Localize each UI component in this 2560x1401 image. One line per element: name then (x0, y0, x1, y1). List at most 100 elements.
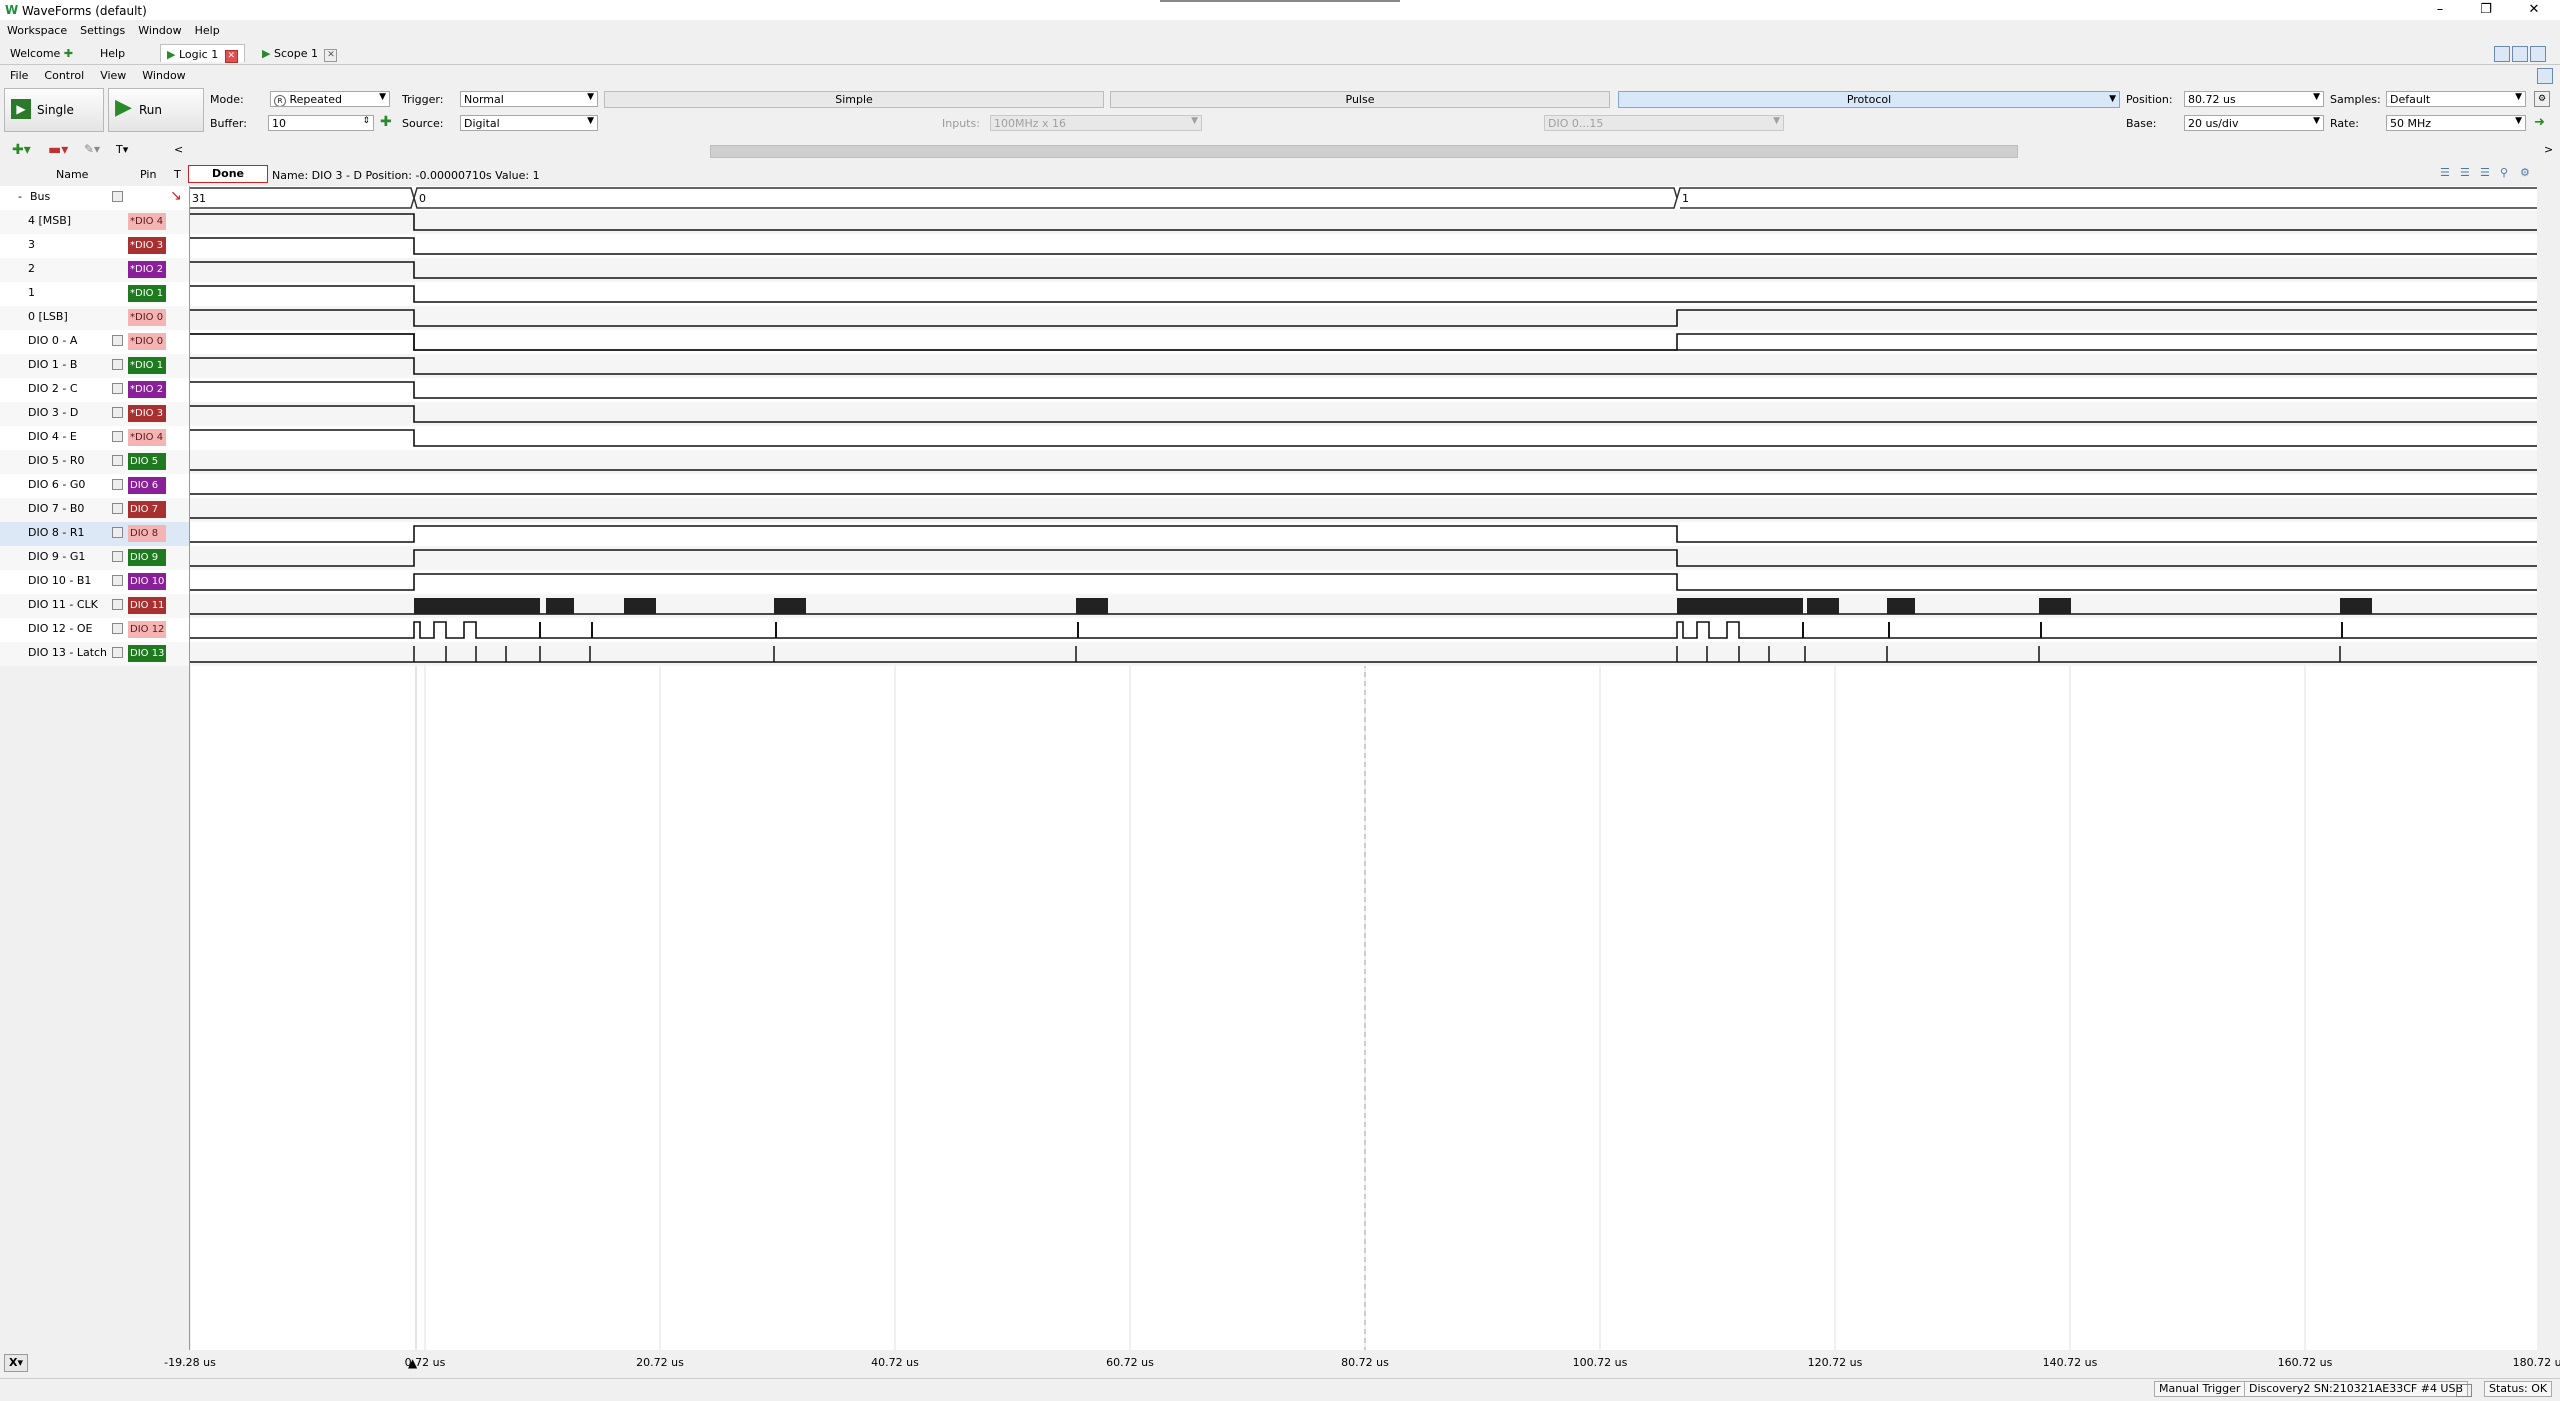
channel-edit-icon[interactable] (112, 335, 123, 346)
channel-edit-icon[interactable] (112, 479, 123, 490)
menu-workspace[interactable]: Workspace (7, 24, 68, 37)
position-input[interactable]: 80.72 us ▼ (2184, 91, 2324, 107)
horizontal-scrollbar[interactable] (710, 145, 2018, 158)
rate-select[interactable]: 50 MHz ▼ (2386, 115, 2526, 131)
close-tab-icon[interactable]: ✕ (224, 50, 238, 63)
restore-icon[interactable]: ❐ (2480, 2, 2492, 17)
collapse-icon[interactable]: - (18, 190, 22, 203)
channel-row[interactable]: 0 [LSB] *DIO 0 (0, 306, 190, 330)
tab-logic[interactable]: ▶ Logic 1 ✕ (160, 44, 245, 63)
channel-row[interactable]: 1 *DIO 1 (0, 282, 190, 306)
channel-row[interactable]: DIO 0 - A *DIO 0 (0, 330, 190, 354)
channel-edit-icon[interactable] (112, 551, 123, 562)
time-tick-label: 20.72 us (636, 1356, 684, 1369)
channel-row[interactable]: 3 *DIO 3 (0, 234, 190, 258)
channel-row[interactable]: DIO 1 - B *DIO 1 (0, 354, 190, 378)
layout-horizontal-icon[interactable] (2494, 46, 2510, 62)
time-tick-label: 40.72 us (871, 1356, 919, 1369)
tab-logic-label: Logic 1 (178, 48, 219, 61)
scroll-right-icon[interactable]: > (2544, 143, 2554, 156)
signal-trace (190, 237, 2537, 255)
cursor-icon[interactable]: ☰ (2440, 166, 2450, 179)
tab-help[interactable]: Help (94, 44, 131, 62)
channel-edit-icon[interactable] (112, 431, 123, 442)
channel-row[interactable]: DIO 13 - Latch DIO 13 (0, 642, 190, 666)
channel-row[interactable]: DIO 12 - OE DIO 12 (0, 618, 190, 642)
waveform-plot[interactable]: 31 0 1 (189, 186, 2541, 1350)
channel-row[interactable]: 4 [MSB] *DIO 4 (0, 210, 190, 234)
channel-name: DIO 3 - D (28, 406, 79, 419)
edit-channel-icon[interactable]: ✎▾ (84, 142, 101, 156)
add-buffer-icon[interactable]: ✚ (380, 114, 392, 130)
menu-view[interactable]: View (100, 69, 127, 82)
channel-row[interactable]: DIO 7 - B0 DIO 7 (0, 498, 190, 522)
menu-control[interactable]: Control (44, 69, 85, 82)
device-info: Discovery2 SN:210321AE33CF #4 USB (2244, 1381, 2469, 1397)
tab-scope[interactable]: ▶ Scope 1 ✕ (256, 44, 343, 62)
channel-row[interactable]: DIO 4 - E *DIO 4 (0, 426, 190, 450)
trigger-tab-pulse[interactable]: Pulse (1110, 91, 1610, 108)
layout-vertical-icon[interactable] (2512, 46, 2528, 62)
channel-row[interactable]: - Bus ↘ (0, 186, 190, 210)
clock-burst (546, 598, 574, 614)
dock-icon[interactable] (2537, 68, 2553, 84)
spinner-icon[interactable]: ⇕ (362, 116, 370, 126)
trigger-select[interactable]: Normal ▼ (460, 91, 598, 107)
minimize-icon[interactable]: – (2436, 2, 2444, 17)
channel-edit-icon[interactable] (112, 383, 123, 394)
channel-row[interactable]: DIO 8 - R1 DIO 8 (0, 522, 190, 546)
channel-row[interactable]: DIO 9 - G1 DIO 9 (0, 546, 190, 570)
mode-select[interactable]: R Repeated ▼ (270, 91, 390, 107)
layout-settings-icon[interactable] (2530, 46, 2546, 62)
channel-edit-icon[interactable] (112, 527, 123, 538)
single-button[interactable]: ▶ Single (4, 88, 104, 132)
channel-row[interactable]: DIO 2 - C *DIO 2 (0, 378, 190, 402)
scroll-left-icon[interactable]: < (174, 143, 184, 156)
channel-edit-icon[interactable] (112, 455, 123, 466)
base-select[interactable]: 20 us/div ▼ (2184, 115, 2324, 131)
channel-edit-icon[interactable] (112, 191, 123, 202)
channel-row[interactable]: 2 *DIO 2 (0, 258, 190, 282)
trigger-tab-protocol[interactable]: Protocol ▼ (1618, 91, 2120, 108)
channel-edit-icon[interactable] (112, 575, 123, 586)
settings-icon[interactable]: ⚙ (2534, 91, 2550, 107)
channel-row[interactable]: DIO 10 - B1 DIO 10 (0, 570, 190, 594)
channel-row[interactable]: DIO 3 - D *DIO 3 (0, 402, 190, 426)
x-axis-settings-icon[interactable]: X▾ (4, 1354, 28, 1372)
menu-help[interactable]: Help (194, 24, 220, 37)
source-select[interactable]: Digital ▼ (460, 115, 598, 131)
channel-name: Bus (30, 190, 51, 203)
grid-icon[interactable]: ☰ (2480, 166, 2490, 179)
channel-edit-icon[interactable] (112, 359, 123, 370)
close-window-icon[interactable]: ✕ (2528, 2, 2540, 17)
trigger-tab-simple[interactable]: Simple (604, 91, 1104, 108)
menu-instrument-window[interactable]: Window (142, 69, 186, 82)
close-tab-icon[interactable]: ✕ (324, 49, 338, 62)
channel-row[interactable]: DIO 11 - CLK DIO 11 (0, 594, 190, 618)
add-tab-icon[interactable]: ✚ (63, 47, 74, 60)
buffer-input[interactable]: 10 ⇕ (268, 115, 374, 131)
arrow-right-icon[interactable]: ➜ (2534, 115, 2545, 130)
channel-edit-icon[interactable] (112, 623, 123, 634)
screen-icon[interactable] (2456, 1384, 2472, 1397)
tab-welcome[interactable]: Welcome ✚ (4, 44, 79, 62)
menu-file[interactable]: File (10, 69, 29, 82)
channel-row[interactable]: DIO 6 - G0 DIO 6 (0, 474, 190, 498)
mode-value: Repeated (289, 93, 342, 106)
run-button[interactable]: ▶ Run (108, 88, 204, 132)
measure-icon[interactable]: ☰ (2460, 166, 2470, 179)
gear-icon[interactable]: ⚙ (2520, 166, 2530, 179)
run-label: Run (139, 103, 163, 117)
channel-edit-icon[interactable] (112, 407, 123, 418)
menu-window[interactable]: Window (138, 24, 182, 37)
text-format-icon[interactable]: T▾ (116, 143, 129, 156)
channel-edit-icon[interactable] (112, 503, 123, 514)
add-channel-icon[interactable]: ✚▾ (12, 142, 31, 158)
channel-row[interactable]: DIO 5 - R0 DIO 5 (0, 450, 190, 474)
samples-select[interactable]: Default ▼ (2386, 91, 2526, 107)
channel-edit-icon[interactable] (112, 599, 123, 610)
remove-channel-icon[interactable]: ▬▾ (48, 142, 69, 158)
channel-edit-icon[interactable] (112, 647, 123, 658)
zoom-icon[interactable]: ⚲ (2500, 166, 2509, 179)
menu-settings[interactable]: Settings (80, 24, 126, 37)
